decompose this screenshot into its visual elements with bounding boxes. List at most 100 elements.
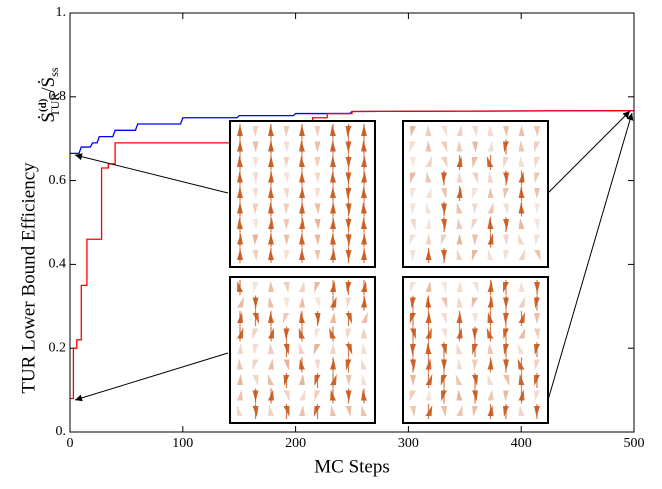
inset-arrow — [361, 327, 367, 339]
inset-arrow — [441, 328, 447, 340]
x-tick-label: 500 — [624, 436, 645, 451]
inset-arrow — [409, 234, 416, 246]
inset-arrow — [534, 359, 540, 371]
annot-sup: (d) — [37, 98, 49, 112]
inset-arrow — [283, 157, 290, 168]
inset-arrow — [361, 374, 367, 385]
y-axis-label: TUR Lower Bound Efficiency — [18, 162, 39, 394]
inset-arrow — [503, 390, 509, 402]
inset-arrow — [314, 188, 321, 199]
inset-arrow — [410, 157, 416, 168]
inset-arrow — [237, 358, 243, 370]
inset-arrow — [237, 296, 244, 308]
inset-arrow — [425, 156, 432, 167]
annot-symbol: Ṡ — [38, 112, 59, 123]
inset-arrow — [237, 327, 244, 339]
inset-arrow — [345, 375, 352, 386]
inset-arrow — [534, 141, 540, 153]
y-tick-label: 0.2 — [49, 340, 67, 355]
inset-arrow — [361, 358, 367, 370]
inset-arrow — [314, 250, 321, 261]
inset-arrow — [534, 188, 540, 199]
inset-arrow — [283, 172, 290, 184]
inset-arrow — [456, 218, 463, 229]
inset-arrow — [252, 344, 259, 355]
inset-arrow — [409, 141, 416, 153]
inset-arrow — [345, 297, 352, 309]
inset-arrow — [252, 250, 259, 261]
inset-arrow — [329, 327, 336, 339]
inset-arrow — [410, 203, 416, 215]
inset-arrow — [472, 172, 479, 184]
inset-arrow — [410, 250, 416, 261]
inset-arrow — [299, 389, 306, 401]
inset-arrow — [534, 390, 540, 402]
inset-arrow — [425, 405, 433, 416]
inset-arrow — [283, 250, 290, 261]
inset-arrow — [330, 405, 336, 416]
inset-arrow — [518, 296, 526, 308]
inset-arrow — [409, 282, 416, 293]
inset-arrow — [410, 188, 416, 199]
inset-arrow — [472, 234, 478, 246]
inset-arrow — [472, 313, 478, 324]
inset-arrow — [472, 188, 478, 199]
inset-arrow — [314, 282, 321, 293]
inset-arrow — [518, 281, 525, 292]
x-tick-label: 300 — [398, 436, 419, 451]
inset-arrow — [471, 297, 478, 309]
annot-divider: /Ṡ — [38, 77, 59, 93]
inset-arrow — [252, 126, 259, 137]
inset-arrow — [456, 202, 463, 214]
y-annotation: Ṡ(d)TUR/Ṡss — [37, 67, 62, 123]
inset-arrow — [518, 125, 525, 136]
inset-arrow — [472, 126, 478, 137]
inset-arrow — [487, 389, 494, 401]
inset-arrow — [518, 156, 525, 167]
inset-arrow — [503, 126, 509, 137]
inset-arrow — [283, 126, 290, 137]
inset-arrow — [441, 157, 448, 168]
inset-arrow — [283, 219, 290, 230]
inset-arrow — [252, 282, 259, 293]
inset-arrow — [268, 343, 274, 354]
inset-arrow — [456, 140, 463, 152]
inset-arrow — [440, 234, 447, 246]
line-series — [70, 109, 635, 155]
inset-arrow — [534, 234, 540, 246]
inset-arrow — [487, 125, 494, 136]
inset-arrow — [252, 172, 259, 184]
inset-arrow — [268, 358, 274, 370]
inset-arrow — [456, 171, 463, 183]
inset-arrow — [534, 250, 541, 261]
inset-arrow — [425, 218, 432, 229]
x-tick-label: 0 — [67, 436, 74, 451]
inset-arrow — [345, 344, 353, 355]
inset-arrow — [237, 343, 243, 354]
inset-arrow — [503, 188, 509, 199]
inset-arrow — [472, 203, 478, 215]
inset-arrow — [314, 203, 321, 215]
inset-arrow — [503, 250, 509, 261]
inset-arrow — [268, 296, 274, 308]
inset-arrow — [487, 374, 494, 385]
inset-arrow — [299, 374, 305, 385]
inset-arrow — [345, 328, 352, 340]
inset-arrow — [361, 312, 368, 323]
inset-arrow — [503, 375, 510, 386]
inset-arrow — [456, 389, 463, 401]
inset-arrow — [283, 188, 290, 199]
inset-arrow — [534, 157, 540, 168]
inset-arrow — [283, 203, 290, 215]
inset-arrow — [283, 390, 290, 402]
inset-arrow — [425, 389, 432, 401]
x-tick-label: 200 — [285, 436, 306, 451]
inset-arrow — [361, 343, 367, 354]
inset-arrow — [472, 282, 479, 293]
inset-arrow — [441, 313, 447, 324]
inset-arrow — [252, 375, 259, 386]
inset-arrow — [268, 281, 274, 292]
inset — [402, 276, 549, 424]
inset-arrow — [471, 250, 478, 261]
